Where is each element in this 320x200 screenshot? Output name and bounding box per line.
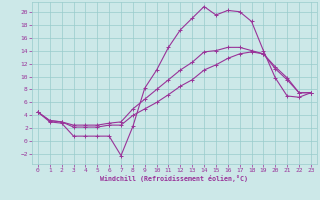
X-axis label: Windchill (Refroidissement éolien,°C): Windchill (Refroidissement éolien,°C) [100, 175, 248, 182]
